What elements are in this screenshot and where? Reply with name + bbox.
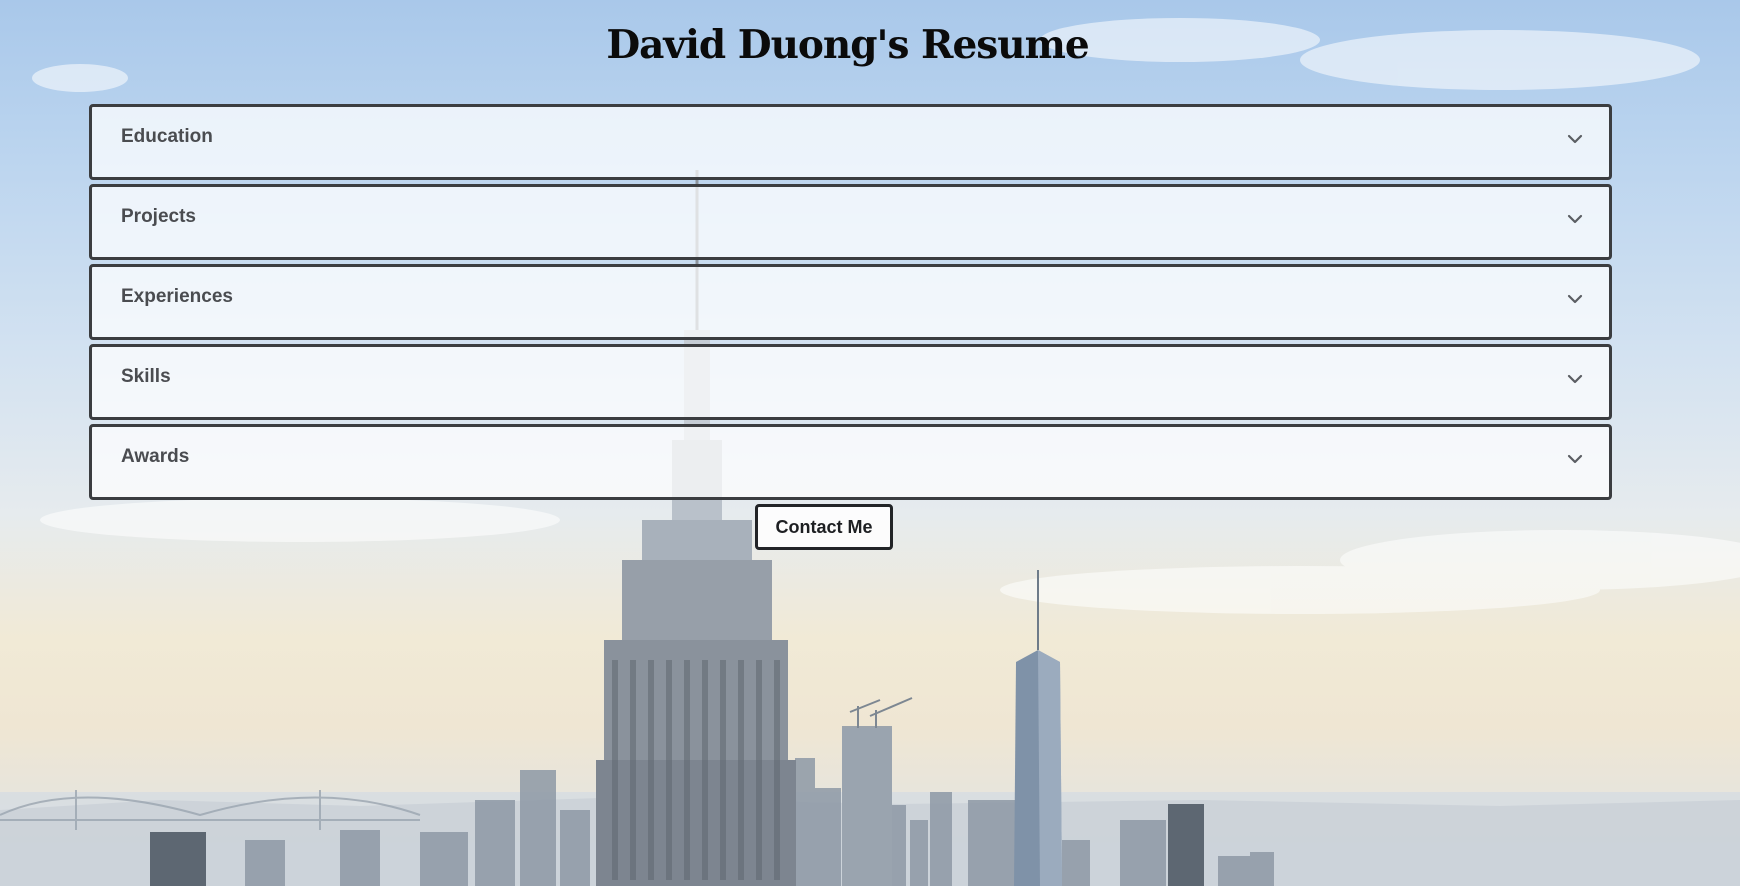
accordion-item-awards[interactable]: Awards xyxy=(89,424,1612,500)
page-title: David Duong's Resume xyxy=(606,22,1089,68)
contact-me-button[interactable]: Contact Me xyxy=(755,504,893,550)
chevron-down-icon[interactable] xyxy=(1567,132,1583,146)
accordion-item-projects[interactable]: Projects xyxy=(89,184,1612,260)
chevron-down-icon[interactable] xyxy=(1567,292,1583,306)
accordion-label: Experiences xyxy=(121,286,233,307)
accordion-item-education[interactable]: Education xyxy=(89,104,1612,180)
accordion-item-skills[interactable]: Skills xyxy=(89,344,1612,420)
accordion-label: Projects xyxy=(121,206,196,227)
accordion-label: Awards xyxy=(121,446,190,467)
accordion-label: Education xyxy=(121,126,213,147)
accordion-item-experiences[interactable]: Experiences xyxy=(89,264,1612,340)
chevron-down-icon[interactable] xyxy=(1567,212,1583,226)
accordion-label: Skills xyxy=(121,366,171,387)
chevron-down-icon[interactable] xyxy=(1567,372,1583,386)
resume-accordion: Education Projects Experiences Skills Aw… xyxy=(89,104,1612,504)
chevron-down-icon[interactable] xyxy=(1567,452,1583,466)
